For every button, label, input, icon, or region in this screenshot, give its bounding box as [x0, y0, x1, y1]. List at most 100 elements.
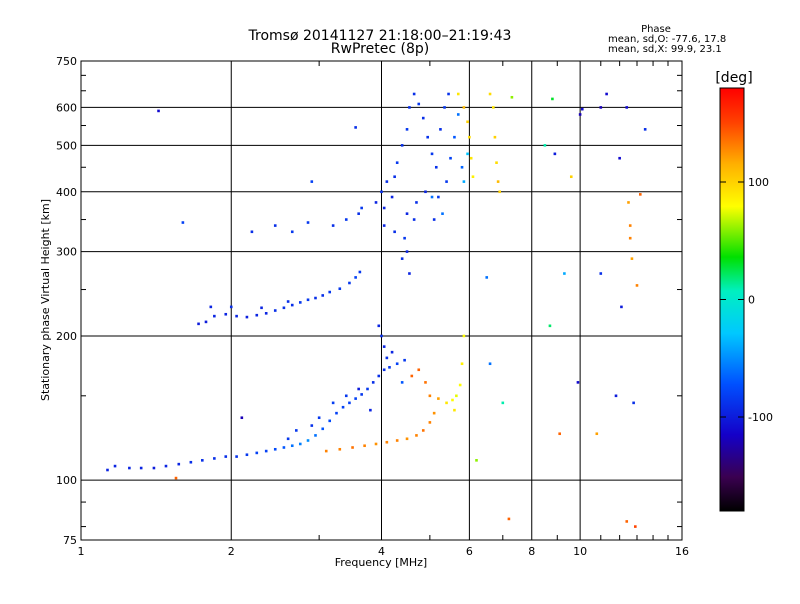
- data-point: [306, 298, 310, 302]
- data-point: [430, 195, 434, 199]
- colorbar-tick-label: 0: [748, 294, 755, 307]
- x-tick-label: 8: [528, 545, 535, 558]
- data-point: [317, 416, 321, 420]
- x-tick-label: 6: [466, 545, 473, 558]
- data-point: [395, 362, 399, 366]
- data-point: [466, 152, 469, 156]
- data-point: [453, 408, 456, 412]
- data-point: [310, 424, 314, 427]
- data-point: [553, 152, 557, 156]
- data-point: [338, 447, 342, 451]
- data-point: [382, 224, 386, 227]
- data-point: [338, 287, 342, 291]
- data-point: [417, 368, 421, 372]
- phase-mean-o: mean, sd,O: -77.6, 17.8: [608, 34, 726, 45]
- data-point: [298, 442, 302, 446]
- data-point: [563, 272, 566, 275]
- data-point: [453, 135, 456, 139]
- data-point: [635, 284, 639, 287]
- x-tick-label: 16: [675, 545, 689, 558]
- data-point: [548, 324, 552, 328]
- data-point: [447, 92, 450, 96]
- data-point: [405, 250, 409, 253]
- data-point: [139, 466, 143, 470]
- data-point: [424, 190, 427, 194]
- data-point: [260, 306, 263, 310]
- y-tick-label: 75: [63, 534, 77, 547]
- data-point: [455, 394, 458, 398]
- y-tick-label: 200: [56, 330, 77, 343]
- data-point: [439, 128, 442, 131]
- data-point: [412, 218, 416, 221]
- colorbar-label: [deg]: [715, 70, 752, 86]
- y-tick-label: 500: [56, 139, 77, 152]
- data-point: [599, 106, 603, 109]
- data-point: [344, 218, 348, 221]
- data-point: [374, 442, 378, 446]
- data-point: [382, 345, 386, 348]
- data-point: [380, 334, 383, 338]
- data-point: [443, 106, 446, 109]
- data-point: [157, 109, 160, 113]
- plot-frame: [80, 60, 683, 541]
- data-point: [385, 180, 389, 183]
- data-point: [507, 517, 511, 521]
- data-point: [456, 113, 460, 116]
- data-point: [201, 459, 204, 462]
- data-points: [106, 92, 647, 528]
- data-point: [410, 374, 414, 378]
- data-point: [393, 230, 396, 234]
- data-point: [360, 206, 363, 210]
- data-point: [441, 212, 444, 215]
- data-point: [382, 368, 386, 372]
- data-point: [344, 394, 348, 398]
- data-point: [432, 218, 436, 221]
- data-point: [466, 120, 469, 124]
- data-point: [390, 195, 394, 199]
- data-point: [599, 272, 603, 275]
- data-point: [250, 230, 254, 234]
- data-point: [580, 107, 584, 111]
- data-point: [390, 350, 394, 354]
- data-point: [468, 135, 471, 139]
- data-point: [639, 193, 642, 196]
- data-point: [298, 301, 302, 304]
- data-point: [245, 315, 249, 319]
- data-point: [576, 381, 580, 384]
- phase-heading: Phase: [641, 24, 671, 35]
- data-point: [273, 447, 277, 451]
- data-point: [501, 401, 505, 405]
- data-point: [348, 401, 351, 405]
- x-axis-label: Frequency [MHz]: [335, 556, 427, 569]
- data-point: [282, 446, 286, 449]
- data-point: [569, 175, 573, 179]
- data-point: [458, 383, 462, 387]
- data-point: [437, 397, 440, 400]
- data-point: [335, 411, 338, 415]
- data-point: [493, 135, 497, 139]
- data-point: [371, 381, 375, 384]
- data-point: [628, 236, 632, 240]
- data-point: [177, 462, 181, 466]
- colorbar-tick-label: -100: [748, 411, 773, 424]
- phase-mean-x: mean, sd,X: 99.9, 23.1: [608, 44, 722, 55]
- data-point: [224, 312, 228, 316]
- data-point: [357, 212, 360, 215]
- data-point: [354, 397, 357, 400]
- data-point: [385, 440, 389, 444]
- data-point: [152, 466, 156, 470]
- data-point: [358, 270, 362, 274]
- data-point: [627, 201, 630, 204]
- data-point: [235, 314, 238, 318]
- data-point: [558, 432, 561, 436]
- data-point: [357, 387, 360, 391]
- data-point: [106, 468, 109, 472]
- data-point: [380, 190, 383, 194]
- data-point: [348, 281, 351, 285]
- data-point: [324, 449, 328, 453]
- data-point: [400, 144, 404, 147]
- colorbar-ticks: 100 0 -100: [720, 176, 773, 424]
- data-point: [174, 476, 178, 480]
- data-point: [385, 356, 389, 360]
- data-point: [496, 180, 500, 183]
